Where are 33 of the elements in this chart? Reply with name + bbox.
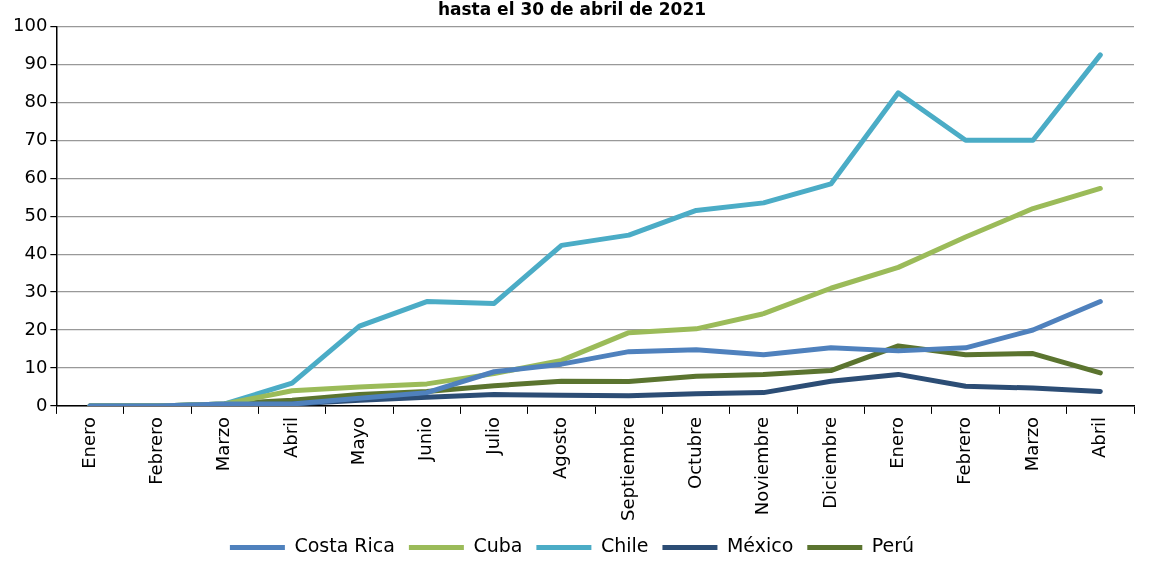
legend-label: Costa Rica <box>294 534 395 557</box>
y-tick-label: 80 <box>24 89 48 111</box>
x-tick-label: Enero <box>77 416 99 469</box>
x-tick-label: Abril <box>279 416 301 459</box>
y-tick-label: 40 <box>24 241 48 263</box>
y-tick-label: 30 <box>24 279 48 301</box>
x-tick-label: Abril <box>1088 416 1109 459</box>
x-tick-label: Agosto <box>549 416 571 480</box>
y-tick-label: 90 <box>24 52 48 74</box>
x-tick-label: Marzo <box>212 416 234 472</box>
x-tick-label: Enero <box>885 416 907 469</box>
legend-label: Cuba <box>473 534 523 557</box>
x-tick-label: Marzo <box>1020 416 1042 472</box>
chart-title: hasta el 30 de abril de 2021 <box>437 0 707 19</box>
legend-label: Perú <box>871 534 915 557</box>
y-tick-label: 10 <box>24 355 48 377</box>
x-tick-label: Febrero <box>145 416 167 485</box>
x-tick-label: Julio <box>481 416 503 456</box>
legend-label: Chile <box>600 534 649 557</box>
x-tick-label: Junio <box>414 416 436 463</box>
legend-label: México <box>726 534 794 557</box>
x-tick-label: Mayo <box>347 416 369 466</box>
x-tick-label: Febrero <box>953 416 975 485</box>
x-tick-label: Diciembre <box>818 416 840 509</box>
y-tick-label: 60 <box>24 165 48 187</box>
x-tick-label: Septiembre <box>616 416 638 522</box>
y-tick-label: 50 <box>24 203 48 225</box>
y-tick-label: 20 <box>24 317 48 339</box>
y-tick-label: 100 <box>13 14 48 36</box>
x-tick-label: Noviembre <box>751 416 773 516</box>
y-tick-label: 0 <box>35 393 48 415</box>
x-tick-label: Octubre <box>683 416 705 489</box>
y-tick-label: 70 <box>24 127 48 149</box>
